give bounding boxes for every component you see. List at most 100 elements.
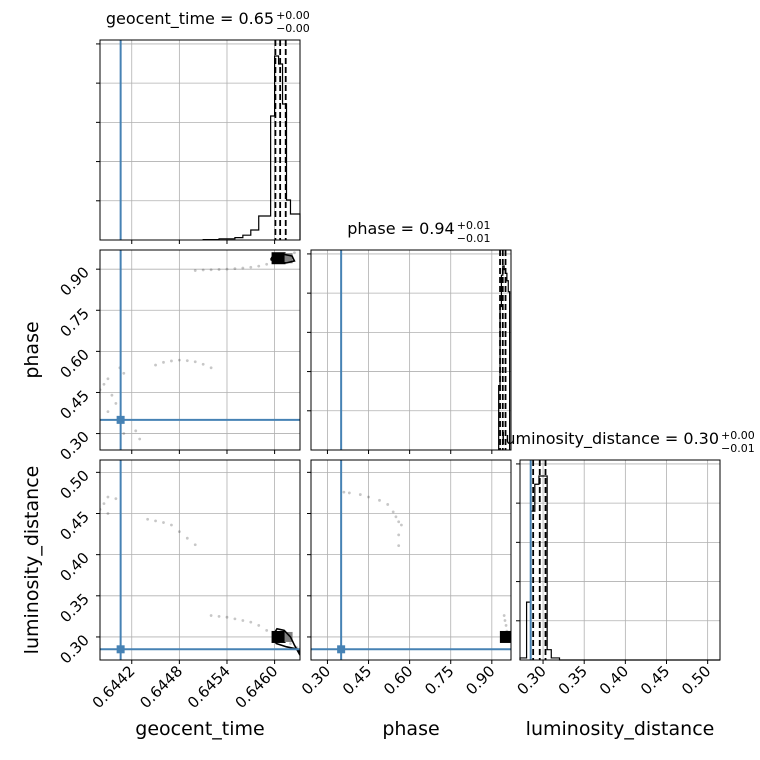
axes-frame — [99, 39, 301, 241]
y-tick-label: 0.60 — [56, 345, 92, 381]
sample-point — [170, 359, 173, 363]
title-main: geocent_time = 0.65 — [106, 9, 274, 29]
sample-point — [241, 266, 245, 270]
x-tick-label: 0.90 — [462, 662, 498, 698]
sample-point — [106, 377, 110, 381]
x-tick-label: 0.35 — [555, 662, 591, 698]
truth-marker — [337, 645, 346, 654]
x-tick-label: 0.30 — [514, 662, 550, 698]
sample-point — [106, 410, 110, 414]
title-sub: −0.01 — [457, 232, 491, 245]
x-axis-label-geocent_time: geocent_time — [135, 718, 264, 740]
sample-point — [257, 264, 261, 268]
y-axis-label-phase: phase — [21, 321, 43, 378]
sample-point — [225, 615, 229, 619]
sample-point — [114, 402, 118, 405]
contour-line — [269, 253, 296, 264]
sample-point — [209, 366, 213, 370]
sample-point — [367, 495, 370, 499]
sample-point — [209, 268, 213, 272]
y-axis-label-luminosity_distance: luminosity_distance — [21, 466, 43, 655]
sample-point — [289, 642, 292, 645]
sample-point — [110, 393, 114, 397]
sample-point — [193, 269, 197, 272]
sample-point — [265, 628, 269, 632]
sample-point — [397, 533, 401, 537]
sample-point — [397, 520, 401, 524]
y-tick-label: 0.50 — [56, 466, 92, 502]
title-luminosity_distance: luminosity_distance = 0.30 +0.00−0.01 — [501, 429, 755, 455]
x-axis-label-phase: phase — [382, 718, 439, 740]
sample-point — [162, 360, 165, 364]
sample-point — [217, 614, 221, 618]
y-tick-label: 0.90 — [56, 263, 92, 299]
sample-point — [122, 432, 126, 435]
density-shade — [284, 631, 293, 642]
sample-point — [154, 363, 157, 367]
sample-point — [400, 523, 403, 527]
sample-point — [265, 262, 269, 266]
x-tick-label: 0.60 — [380, 662, 416, 698]
sample-point — [162, 521, 165, 524]
y-tick-label: 0.30 — [56, 428, 92, 464]
x-tick-label: 0.50 — [678, 662, 714, 698]
y-tick-label: 0.45 — [56, 508, 92, 544]
sample-point — [504, 624, 508, 627]
sample-point — [170, 523, 173, 527]
x-tick-label: 0.45 — [339, 662, 375, 698]
sample-point — [114, 497, 118, 501]
histogram-panel-phase — [307, 249, 512, 454]
axes-frame — [310, 249, 512, 451]
x-tick-label: 0.40 — [596, 662, 632, 698]
sample-point — [146, 517, 150, 521]
sample-point — [177, 358, 181, 362]
histogram-panel-geocent_time — [96, 39, 301, 244]
title-phase: phase = 0.94 +0.01−0.01 — [347, 219, 490, 245]
histogram-luminosity_distance — [519, 475, 720, 661]
sample-point — [233, 267, 237, 271]
sample-point — [138, 437, 142, 441]
y-tick-label: 0.75 — [56, 304, 92, 340]
sample-point — [249, 265, 253, 269]
density-peak — [499, 630, 511, 643]
sample-point — [249, 620, 253, 624]
title-sub: −0.00 — [276, 22, 310, 35]
truth-marker — [116, 415, 125, 424]
axes-frame — [519, 459, 721, 661]
panel-content — [100, 250, 300, 450]
title-main: phase = 0.94 — [347, 219, 454, 238]
x-tick-label: 0.45 — [637, 662, 673, 698]
x-tick-label: 0.30 — [298, 662, 334, 698]
sample-point — [502, 614, 506, 617]
sample-point — [386, 503, 390, 506]
sample-point — [225, 267, 229, 271]
sample-point — [391, 510, 395, 514]
truth-marker — [116, 645, 125, 654]
title-sup: +0.01 — [457, 219, 491, 232]
y-tick-label: 0.45 — [56, 387, 92, 423]
sample-point — [102, 382, 106, 386]
sample-point — [193, 360, 197, 364]
sample-point — [233, 617, 237, 621]
sample-point — [201, 268, 205, 272]
y-tick-label: 0.40 — [56, 549, 92, 585]
y-tick-label: 0.35 — [56, 590, 92, 626]
x-tick-label: 0.75 — [421, 662, 457, 698]
sample-point — [154, 519, 157, 523]
sample-point — [241, 619, 245, 622]
axes-frame — [99, 459, 301, 661]
sample-point — [177, 530, 181, 534]
sample-point — [102, 502, 106, 506]
y-tick-label: 0.30 — [56, 631, 92, 667]
histogram-phase — [498, 265, 511, 450]
sample-point — [217, 268, 221, 271]
sample-point — [134, 429, 138, 433]
axes-frame — [310, 459, 512, 661]
title-sub: −0.01 — [721, 442, 755, 455]
scatter-panel-phase_vs_luminosity_distance: 0.30 0.45 0.60 0.75 0.90 — [298, 459, 512, 698]
title-sup: +0.00 — [276, 9, 310, 22]
sample-point — [347, 491, 351, 495]
sample-point — [201, 362, 205, 366]
